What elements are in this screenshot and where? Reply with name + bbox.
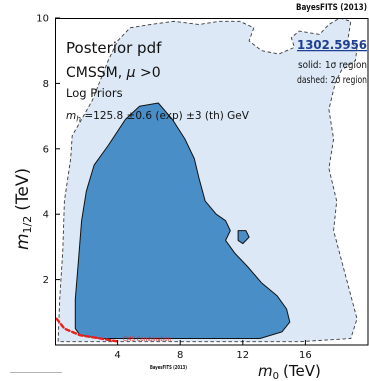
x-axis-subscript: 0 [273, 371, 279, 381]
mu-symbol: μ [126, 65, 136, 81]
y-tick-label: 8 [43, 79, 49, 90]
y-tick-label: 4 [43, 210, 49, 221]
one-sigma-region [74, 102, 291, 339]
priors-label: Log Priors [66, 86, 123, 100]
x-axis-unit: (TeV) [283, 362, 321, 380]
higgs-mass-subscript: h [76, 115, 81, 124]
cms-combination-line [55, 317, 121, 343]
arxiv-reference-link[interactable]: 1302.5956 [297, 37, 367, 52]
y-axis-subscript: 1/2 [21, 216, 34, 234]
legend-dashed-key: dashed: [297, 75, 328, 86]
y-axis-unit: (TeV) [13, 168, 33, 211]
x-tick-label: 16 [299, 350, 312, 361]
legend-one-sigma-name: 1σ region [325, 60, 367, 71]
y-tick-label: 6 [43, 144, 49, 155]
higgs-mass-label: mh =125.8 ±0.6 (exp) ±3 (th) GeV [66, 110, 250, 124]
mu-condition: >0 [136, 65, 161, 81]
model-name: CMSSM, [66, 65, 127, 81]
y-axis-symbol: m [13, 233, 33, 250]
regions-layer [55, 18, 358, 343]
credit-label-top: BayesFITS (2013) [296, 3, 367, 13]
y-axis-label: m1/2 (TeV) [13, 168, 34, 250]
plot-title: Posterior pdf [66, 39, 162, 57]
axis-ticks: 4 8 12 16 2 4 6 8 10 [36, 14, 312, 362]
one-sigma-region-island-1 [237, 230, 250, 245]
legend-solid-entry: solid:1σ region [298, 60, 367, 71]
model-label: CMSSM, μ >0 [66, 65, 161, 81]
legend-solid-key: solid: [298, 60, 322, 71]
x-tick-label: 8 [177, 350, 183, 361]
x-tick-label: 12 [236, 350, 249, 361]
legend-dashed-entry: dashed:2σ region [297, 75, 367, 86]
higgs-mass-symbol: m [66, 110, 76, 122]
x-axis-symbol: m [258, 362, 273, 380]
credit-label-bottom: BayesFITS (2013) [150, 365, 187, 371]
legend-two-sigma-name: 2σ region [331, 75, 367, 86]
y-tick-label: 2 [43, 275, 49, 286]
cms-combination-label: CMS Combination [123, 335, 171, 343]
y-tick-label: 10 [36, 14, 49, 25]
x-tick-label: 4 [114, 350, 120, 361]
plot-frame [55, 18, 369, 346]
x-axis-label: m0 (TeV) [258, 362, 321, 381]
higgs-mass-value: =125.8 ±0.6 (exp) ±3 (th) GeV [81, 110, 250, 122]
